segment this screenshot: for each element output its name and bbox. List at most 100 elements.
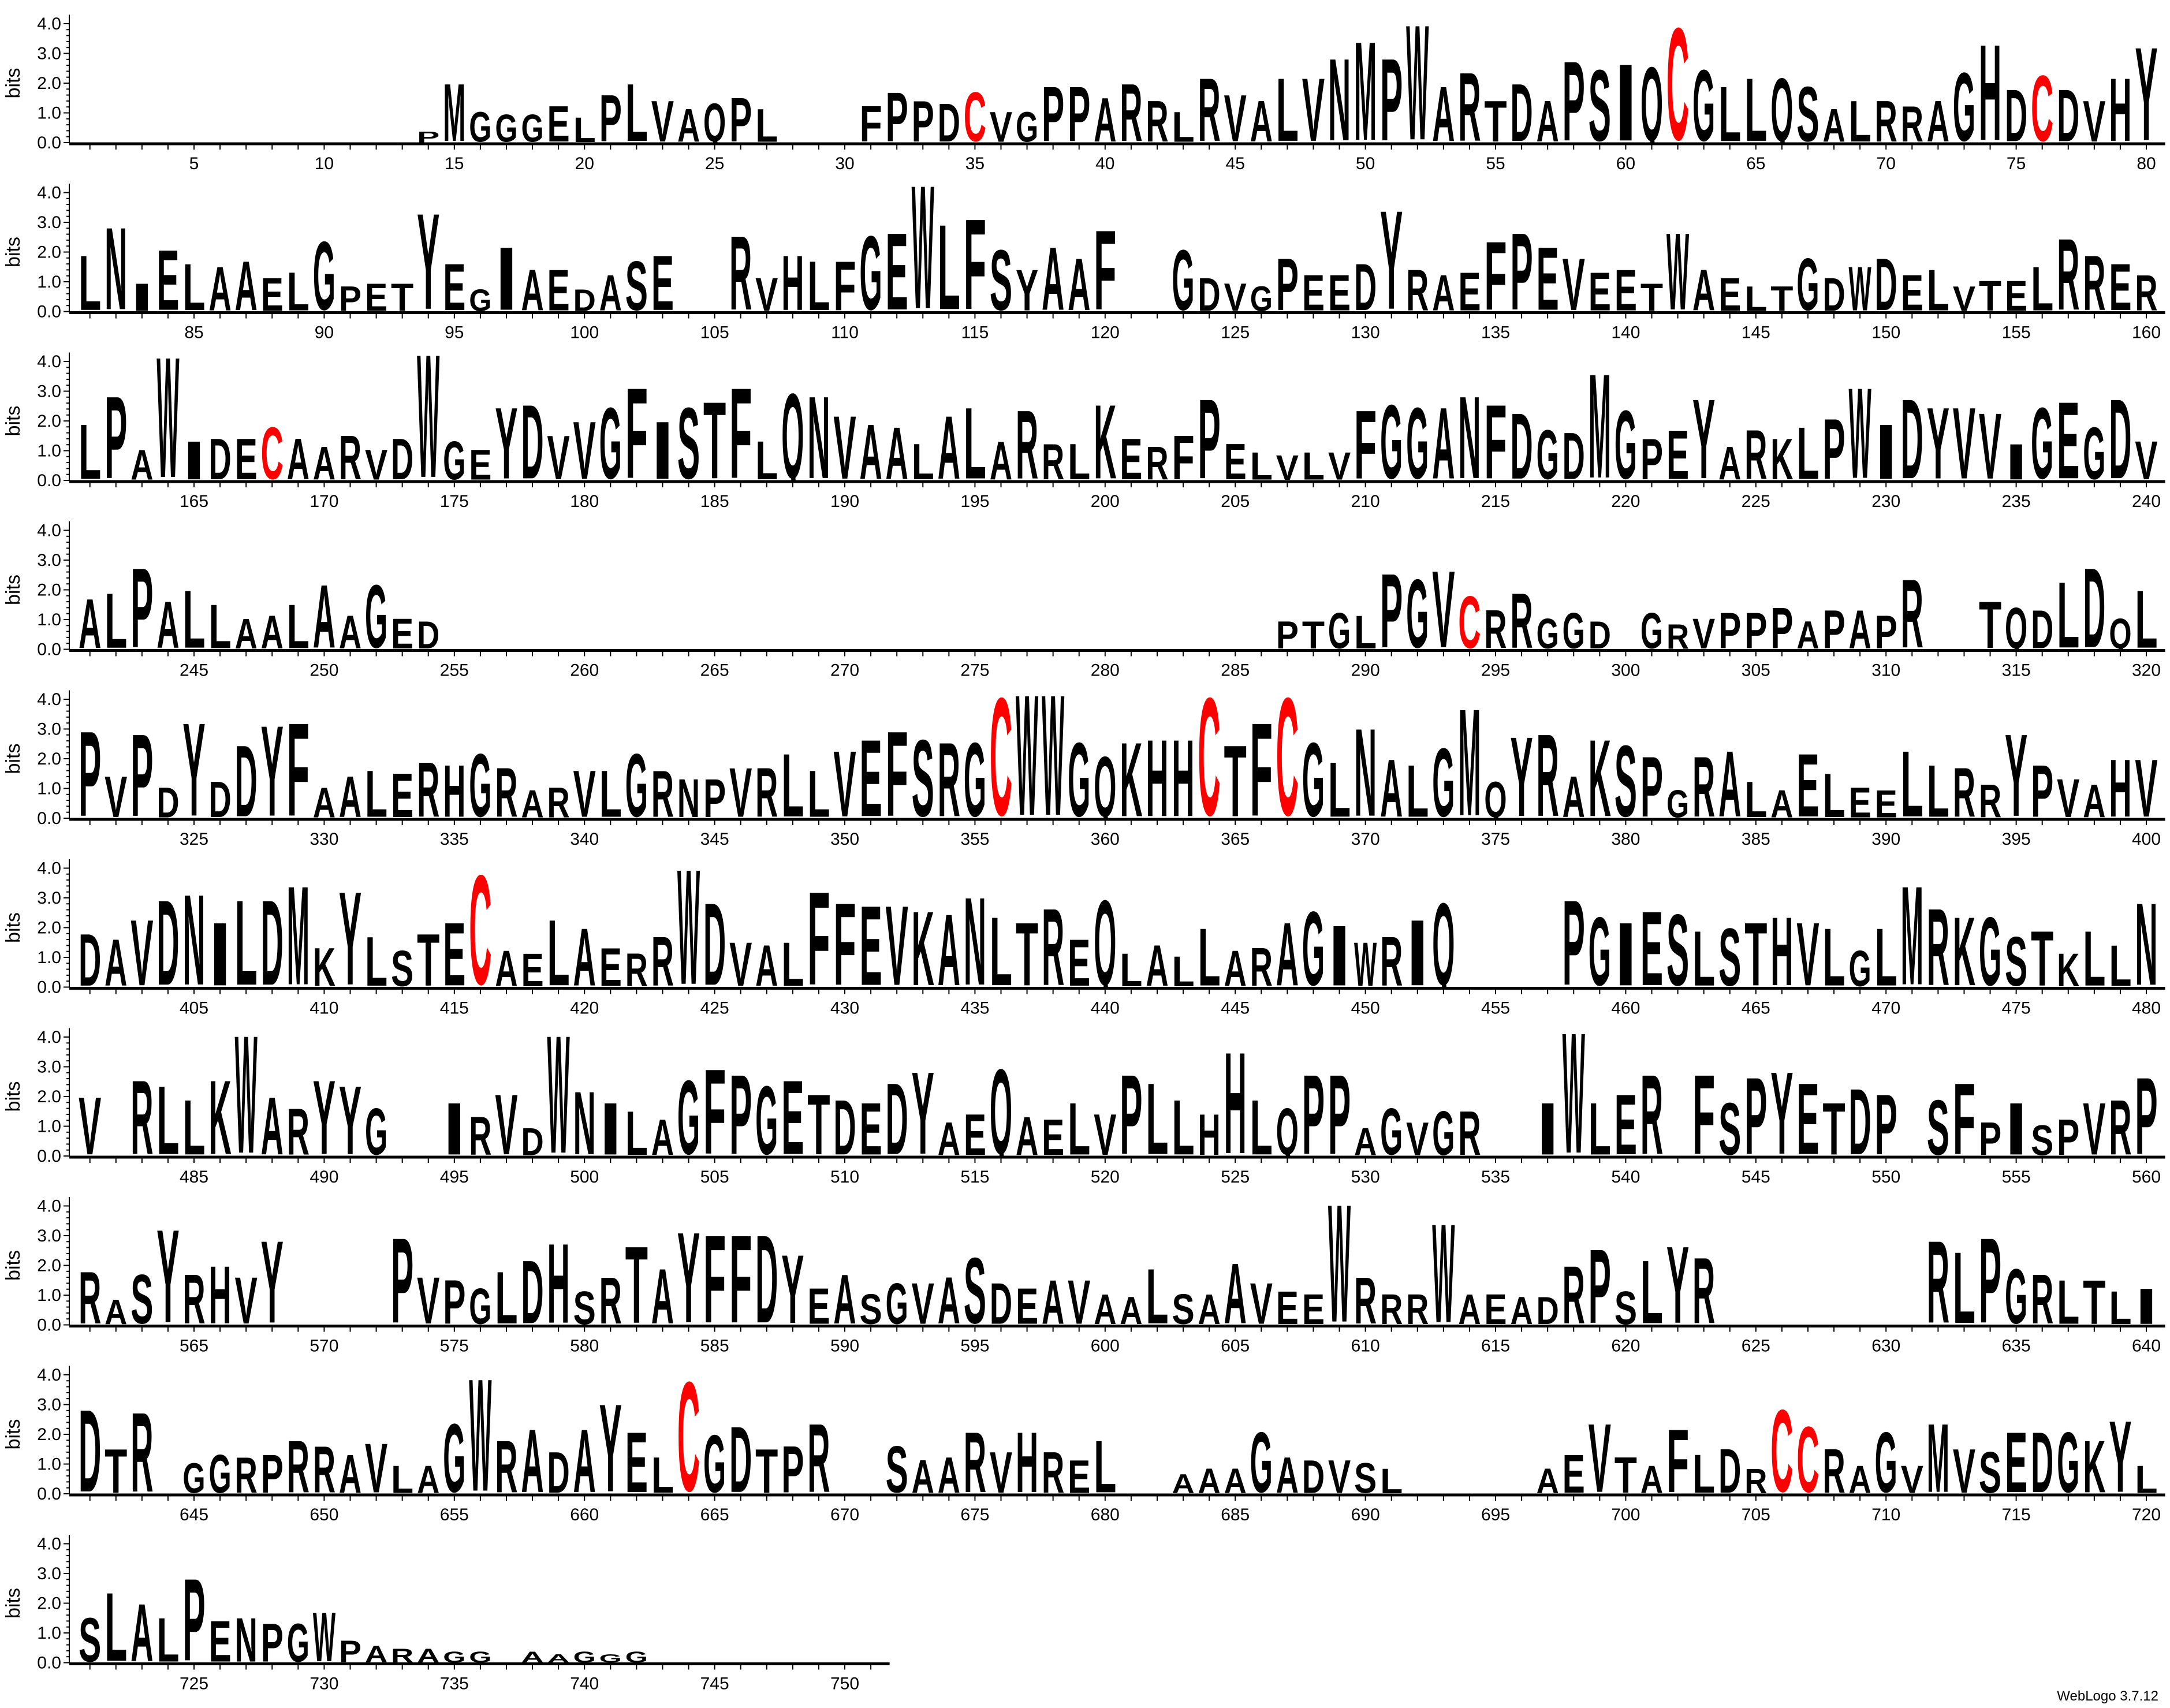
- logo-letter-G: [520, 113, 545, 143]
- logo-letter-A: [1275, 919, 1300, 987]
- logo-letter-G: [1535, 616, 1560, 650]
- logo-letter-A: [260, 613, 285, 650]
- logo-letter-A: [1717, 747, 1742, 818]
- logo-letter-L: [1691, 1452, 1716, 1494]
- x-tick-label: 50: [1356, 154, 1375, 173]
- y-axis-label: bits: [2, 237, 24, 267]
- logo-letter-A: [650, 1265, 675, 1325]
- x-tick-label: 5: [189, 154, 199, 173]
- x-tick-label: 115: [961, 323, 989, 342]
- logo-letter-E: [546, 104, 571, 143]
- logo-letter-E: [468, 447, 493, 480]
- x-tick-label: 240: [2132, 492, 2161, 511]
- logo-row: 0.0 1.0 2.0 3.0 4.0 bits 645 650 655 660 665 670 675…: [2, 1366, 2165, 1524]
- logo-letter-K: [1118, 737, 1143, 818]
- logo-letter-A: [1171, 1472, 1196, 1494]
- logo-letter-M: [1926, 1419, 1951, 1494]
- logo-letter-G: [702, 1431, 727, 1494]
- logo-letter-T: [1483, 98, 1508, 143]
- logo-letter-E: [208, 1618, 233, 1663]
- x-tick-label: 190: [830, 492, 859, 511]
- logo-letter-P: [1275, 620, 1300, 650]
- logo-letter-I: [598, 1099, 623, 1156]
- logo-letter-W: [1015, 687, 1039, 818]
- x-tick-label: 560: [2132, 1168, 2161, 1187]
- y-tick-label: 2.0: [37, 243, 61, 262]
- logo-letter-V: [1978, 409, 2003, 480]
- logo-letter-H: [1144, 734, 1169, 818]
- logo-letter-L: [1587, 1099, 1612, 1156]
- logo-letter-S: [1665, 909, 1690, 987]
- logo-letter-G: [963, 737, 987, 818]
- x-tick-label: 340: [570, 830, 599, 849]
- logo-letter-E: [1848, 785, 1873, 818]
- x-tick-label: 200: [1091, 492, 1120, 511]
- logo-letter-L: [286, 270, 311, 312]
- logo-letter-T: [1223, 741, 1248, 818]
- logo-letter-M: [1587, 367, 1612, 480]
- x-tick-label: 715: [2002, 1505, 2031, 1524]
- x-tick-label: 495: [440, 1168, 469, 1187]
- logo-letter-L: [624, 80, 649, 143]
- logo-row: 0.0 1.0 2.0 3.0 4.0 bits 85 90 95 100 105 110 115 120…: [2, 177, 2165, 342]
- logo-letter-R: [416, 759, 441, 818]
- logo-letter-K: [312, 945, 337, 987]
- y-tick-label: 4.0: [37, 690, 61, 709]
- logo-letter-A: [1093, 95, 1117, 143]
- logo-letter-P: [442, 1277, 467, 1325]
- x-tick-label: 505: [700, 1168, 729, 1187]
- logo-letter-A: [1197, 1467, 1222, 1494]
- x-tick-label: 260: [570, 661, 599, 680]
- logo-letter-T: [624, 1241, 649, 1325]
- logo-letter-A: [1848, 1464, 1873, 1494]
- logo-letter-A: [1197, 1292, 1222, 1325]
- logo-letter-G: [754, 1082, 779, 1156]
- logo-letter-V: [728, 765, 753, 818]
- y-tick-label: 3.0: [37, 1564, 61, 1583]
- logo-letter-L: [1327, 759, 1352, 818]
- logo-letter-W: [1041, 687, 1065, 818]
- logo-letter-R: [1691, 1253, 1716, 1325]
- logo-letter-D: [2030, 607, 2055, 650]
- x-tick-label: 475: [2002, 999, 2031, 1018]
- y-tick-label: 3.0: [37, 1058, 61, 1077]
- logo-letter-E: [859, 734, 883, 818]
- x-tick-label: 150: [1871, 323, 1900, 342]
- logo-letter-R: [728, 231, 753, 312]
- x-tick-label: 525: [1221, 1168, 1250, 1187]
- logo-letter-E: [1301, 1292, 1326, 1325]
- logo-letter-G: [1952, 68, 1977, 143]
- x-tick-label: 375: [1481, 830, 1510, 849]
- logo-letter-G: [598, 1654, 623, 1663]
- logo-letter-E: [1327, 273, 1352, 312]
- logo-letter-V: [1327, 450, 1352, 480]
- logo-letter-F: [286, 717, 311, 818]
- x-tick-label: 15: [445, 154, 464, 173]
- logo-letter-A: [911, 1458, 935, 1494]
- logo-letter-V: [989, 1449, 1013, 1494]
- x-tick-label: 630: [1871, 1337, 1900, 1356]
- logo-letter-A: [1249, 98, 1274, 143]
- logo-letter-G: [286, 1621, 311, 1663]
- logo-letter-V: [1093, 1111, 1117, 1156]
- logo-letter-D: [155, 894, 180, 987]
- logo-letter-L: [155, 1615, 180, 1663]
- logo-letter-R: [1743, 1467, 1768, 1494]
- logo-letter-S: [77, 1615, 102, 1663]
- logo-letter-V: [1301, 74, 1326, 143]
- logo-letter-R: [129, 1407, 154, 1494]
- logo-letter-E: [1041, 1117, 1065, 1156]
- logo-letter-E: [650, 252, 675, 312]
- logo-letter-P: [260, 1621, 285, 1663]
- logo-letter-W: [1353, 939, 1378, 987]
- logo-letter-Y: [2108, 1416, 2132, 1494]
- logo-letter-G: [364, 581, 389, 650]
- logo-letter-A: [338, 613, 363, 650]
- logo-letter-L: [1743, 74, 1768, 143]
- logo-letter-G: [1613, 406, 1638, 480]
- logo-letter-G: [1978, 912, 2003, 987]
- x-tick-label: 30: [835, 154, 854, 173]
- logo-letter-W: [1431, 1218, 1456, 1325]
- logo-letter-G: [442, 438, 467, 480]
- logo-letter-F: [1665, 1425, 1690, 1494]
